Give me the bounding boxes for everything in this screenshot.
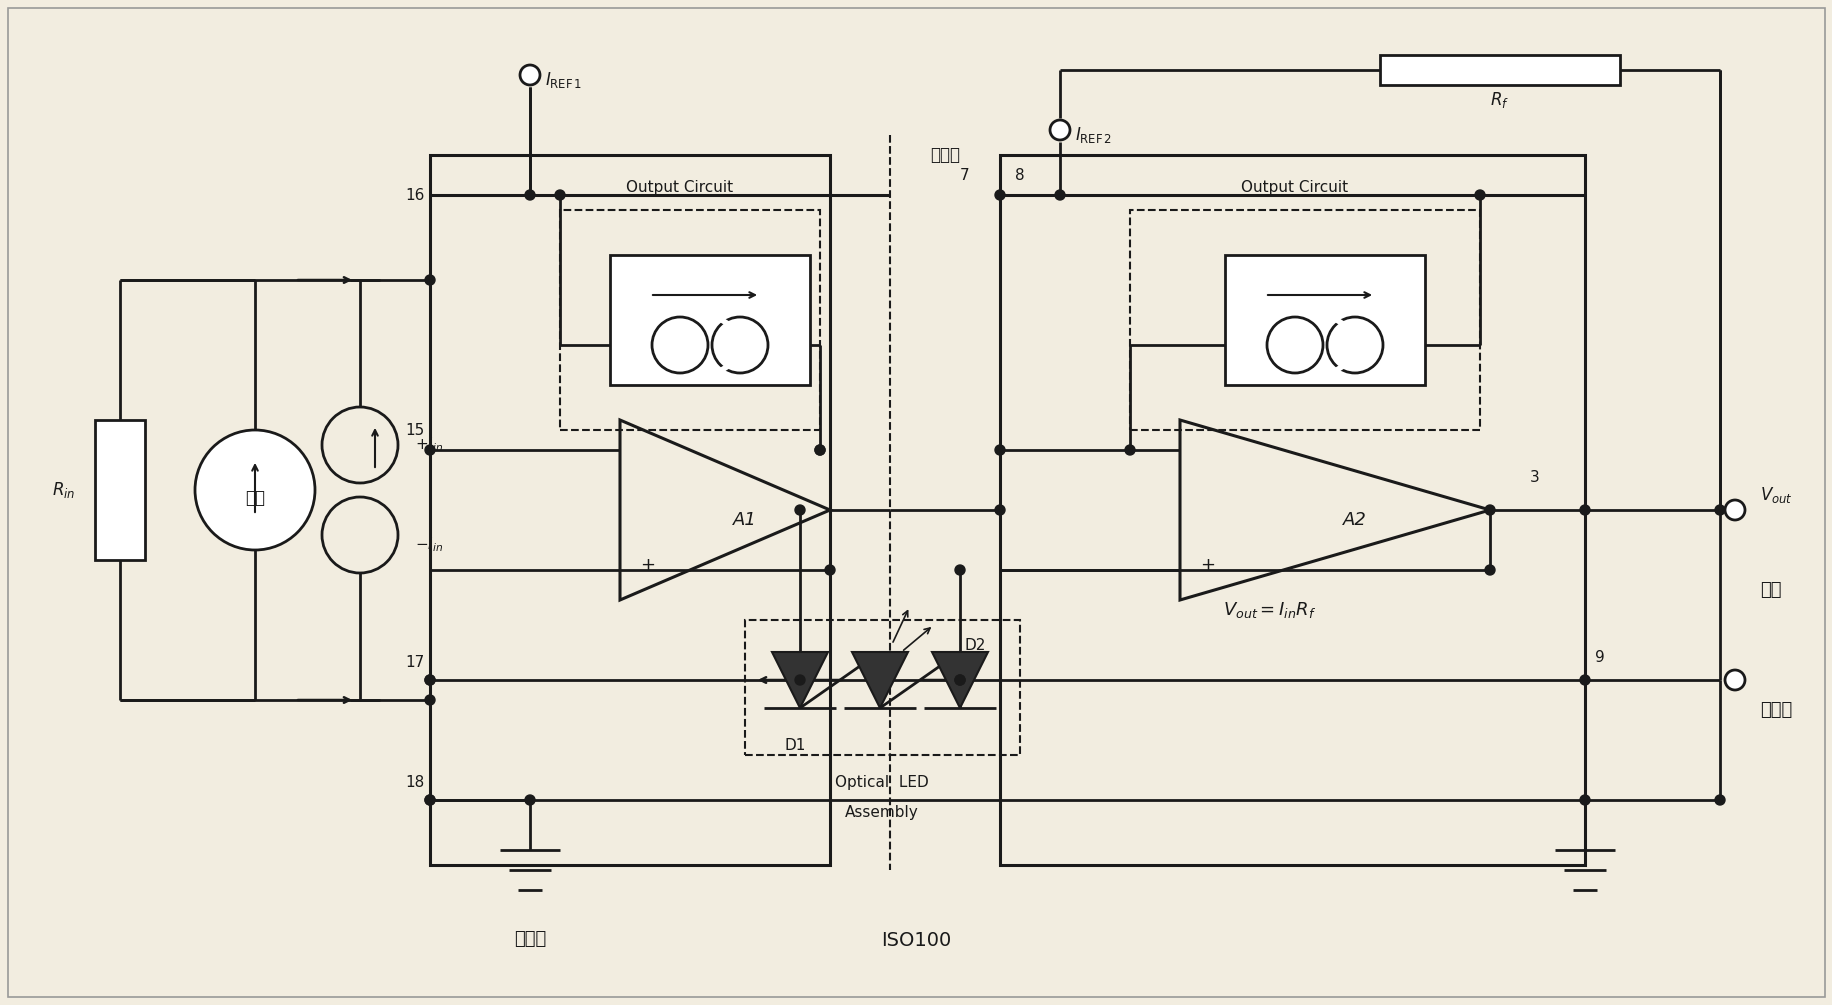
Bar <box>744 620 1019 755</box>
Text: D2: D2 <box>964 637 986 652</box>
Circle shape <box>1579 675 1588 685</box>
Circle shape <box>995 505 1004 515</box>
Circle shape <box>1484 505 1495 515</box>
Text: 8: 8 <box>1015 168 1024 183</box>
Circle shape <box>954 675 964 685</box>
Text: Assembly: Assembly <box>845 805 918 820</box>
Circle shape <box>1724 500 1744 520</box>
Circle shape <box>1715 795 1724 805</box>
Circle shape <box>1579 795 1588 805</box>
Text: $+I_{in}$: $+I_{in}$ <box>414 435 443 454</box>
Text: $I_{\rm REF\,1}$: $I_{\rm REF\,1}$ <box>544 70 583 90</box>
Bar <box>95 420 145 560</box>
Circle shape <box>1125 445 1134 455</box>
Text: 9: 9 <box>1594 650 1603 665</box>
Circle shape <box>555 190 564 200</box>
Polygon shape <box>852 652 907 708</box>
Circle shape <box>425 675 434 685</box>
Circle shape <box>995 445 1004 455</box>
Text: 输出地: 输出地 <box>1759 701 1792 719</box>
Circle shape <box>520 65 540 85</box>
Circle shape <box>1050 120 1070 140</box>
Circle shape <box>194 430 315 550</box>
Circle shape <box>524 190 535 200</box>
Text: 3: 3 <box>1530 470 1539 485</box>
Text: $R_f$: $R_f$ <box>1489 90 1510 110</box>
Text: +: + <box>639 556 654 574</box>
Text: ISO100: ISO100 <box>881 931 951 950</box>
Text: A2: A2 <box>1343 511 1367 529</box>
Circle shape <box>1475 190 1484 200</box>
Text: 15: 15 <box>405 423 425 438</box>
Circle shape <box>795 675 804 685</box>
Text: 输入地: 输入地 <box>513 930 546 948</box>
Circle shape <box>425 795 434 805</box>
Text: $V_{out}=I_{in}R_f$: $V_{out}=I_{in}R_f$ <box>1222 600 1315 620</box>
Circle shape <box>425 795 434 805</box>
Circle shape <box>1724 670 1744 690</box>
Circle shape <box>824 565 835 575</box>
Text: 18: 18 <box>405 775 425 790</box>
Bar <box>1379 55 1619 85</box>
Circle shape <box>1484 565 1495 575</box>
Text: 输出: 输出 <box>1759 581 1781 599</box>
Text: Output Circuit: Output Circuit <box>1240 180 1348 195</box>
Circle shape <box>1715 505 1724 515</box>
Text: 16: 16 <box>405 188 425 202</box>
Circle shape <box>954 675 964 685</box>
Text: 输入: 输入 <box>245 489 266 507</box>
Text: $I_{\rm REF\,2}$: $I_{\rm REF\,2}$ <box>1074 125 1112 145</box>
Bar <box>1224 255 1423 385</box>
Circle shape <box>995 190 1004 200</box>
Text: Output Circuit: Output Circuit <box>627 180 733 195</box>
Polygon shape <box>931 652 987 708</box>
Bar <box>610 255 810 385</box>
Circle shape <box>425 675 434 685</box>
Circle shape <box>425 445 434 455</box>
Bar <box>561 210 819 430</box>
Text: +: + <box>1200 556 1215 574</box>
Text: $V_{out}$: $V_{out}$ <box>1759 485 1792 505</box>
Bar <box>431 155 830 865</box>
Text: $R_{in}$: $R_{in}$ <box>51 480 75 500</box>
Text: 17: 17 <box>405 655 425 670</box>
Circle shape <box>954 565 964 575</box>
Text: 隔离层: 隔离层 <box>929 146 960 164</box>
Bar <box>1000 155 1585 865</box>
Circle shape <box>815 445 824 455</box>
Circle shape <box>1579 505 1588 515</box>
Circle shape <box>1055 190 1064 200</box>
Text: A1: A1 <box>733 511 757 529</box>
Circle shape <box>795 505 804 515</box>
Circle shape <box>524 795 535 805</box>
Circle shape <box>425 275 434 285</box>
Text: $-I_{in}$: $-I_{in}$ <box>414 536 443 555</box>
Circle shape <box>425 695 434 705</box>
Circle shape <box>815 445 824 455</box>
Text: D1: D1 <box>784 738 806 753</box>
Text: 7: 7 <box>960 168 969 183</box>
Text: Optical  LED: Optical LED <box>835 775 929 790</box>
Polygon shape <box>771 652 828 708</box>
Bar <box>1129 210 1478 430</box>
